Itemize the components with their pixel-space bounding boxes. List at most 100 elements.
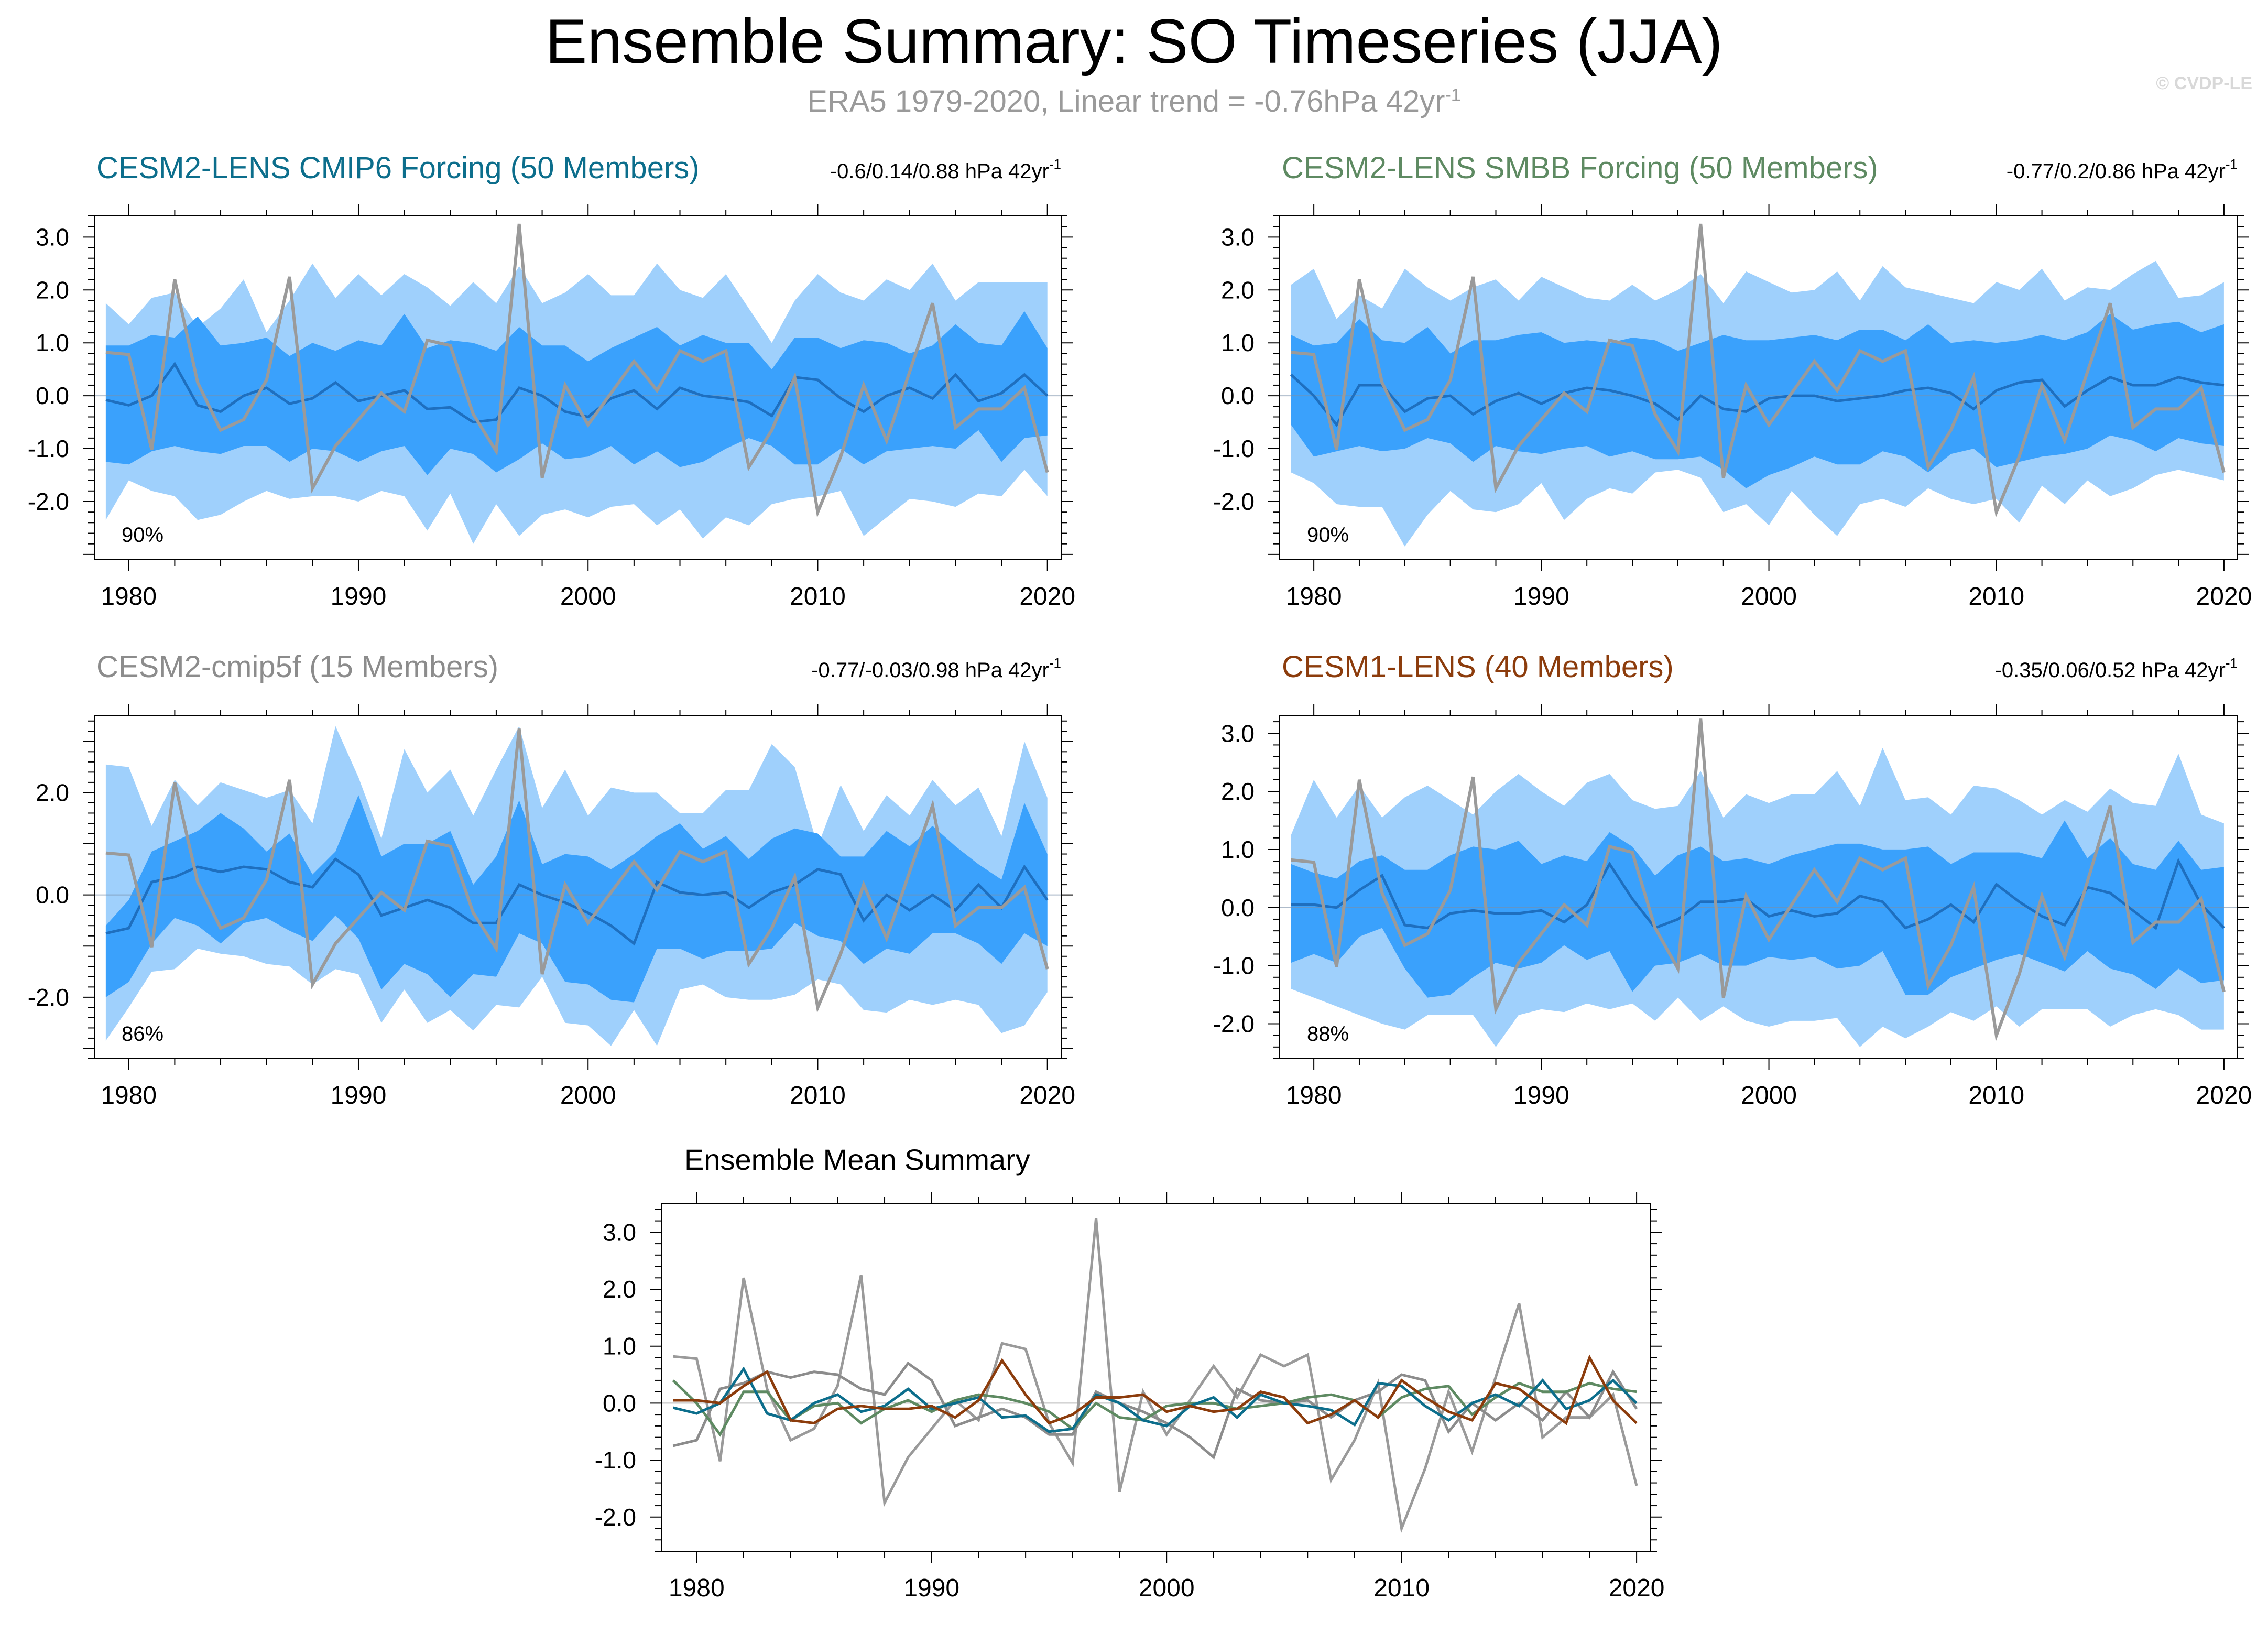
y-tick-label: 0.0 [36, 382, 69, 409]
ensemble-mean-line [1291, 857, 2225, 930]
series-line-cesm2-lens-cmip6 [672, 1366, 1638, 1433]
y-tick-label: 0.0 [36, 881, 69, 909]
era5-observed-line [105, 728, 1049, 1013]
chart-panel-2: CESM2-LENS SMBB Forcing (50 Members) -0.7… [1213, 151, 2252, 611]
ensemble-mean-line [105, 857, 1049, 946]
y-tick-label: 3.0 [36, 223, 69, 251]
x-tick-label: 2000 [1741, 1082, 1797, 1109]
x-tick-label: 2010 [790, 583, 846, 611]
y-tick-label: -1.0 [28, 435, 69, 462]
inner-percentile-band [105, 311, 1048, 475]
x-tick-label: 2000 [560, 1082, 616, 1109]
x-tick-label: 2020 [1019, 583, 1075, 611]
trend-text: -0.6/0.14/0.88 hPa 42yr [830, 160, 1049, 183]
cvdp-watermark: © CVDP-LE [2156, 73, 2252, 93]
panel-title: Ensemble Mean Summary [684, 1143, 1030, 1176]
inner-percentile-band [1291, 313, 2224, 488]
x-tick-label: 2010 [1968, 1082, 2024, 1109]
x-tick-label: 1980 [101, 583, 157, 611]
figure-title: Ensemble Summary: SO Timeseries (JJA) [545, 6, 1723, 77]
trend-exponent: -1 [2226, 156, 2238, 172]
y-tick-label: -2.0 [1213, 488, 1255, 515]
percent-label: 90% [1307, 524, 1349, 547]
era5-observed-line [1291, 223, 2226, 518]
trend-label: -0.35/0.06/0.52 hPa 42yr-1 [1995, 655, 2238, 682]
plot-area [661, 1217, 1651, 1533]
y-tick-label: 0.0 [1221, 894, 1255, 921]
y-tick-label: -2.0 [28, 984, 69, 1011]
y-tick-label: 2.0 [1221, 276, 1255, 303]
plot-area [94, 223, 1061, 544]
era5-observed-line [105, 223, 1049, 518]
y-tick-label: -2.0 [595, 1504, 636, 1531]
y-tick-label: 3.0 [603, 1218, 636, 1246]
y-tick-label: 2.0 [36, 276, 69, 303]
panel-title: CESM2-LENS CMIP6 Forcing (50 Members) [96, 151, 700, 185]
trend-text: -0.77/-0.03/0.98 hPa 42yr [811, 659, 1049, 682]
x-tick-label: 2020 [1019, 1082, 1075, 1109]
plot-frame [94, 215, 1062, 560]
panel-title: CESM2-LENS SMBB Forcing (50 Members) [1282, 151, 1878, 185]
subtitle-text: ERA5 1979-2020, Linear trend = -0.76hPa … [807, 84, 1445, 118]
x-tick-label: 1990 [1513, 583, 1569, 611]
trend-text: -0.77/0.2/0.86 hPa 42yr [2007, 160, 2226, 183]
era5-observed-line [1291, 718, 2226, 1042]
y-tick-label: -2.0 [28, 488, 69, 515]
y-tick-label: -1.0 [595, 1446, 636, 1474]
x-tick-label: 2000 [560, 583, 616, 611]
y-tick-label: -1.0 [1213, 952, 1255, 979]
x-tick-label: 2020 [2196, 583, 2252, 611]
trend-label: -0.6/0.14/0.88 hPa 42yr-1 [830, 156, 1061, 183]
trend-label: -0.77/0.2/0.86 hPa 42yr-1 [2007, 156, 2238, 183]
plot-area [94, 726, 1061, 1046]
panel-title: CESM1-LENS (40 Members) [1282, 650, 1674, 684]
plot-frame [1279, 715, 2238, 1059]
x-tick-label: 1980 [669, 1574, 725, 1602]
x-tick-label: 2010 [790, 1082, 846, 1109]
y-tick-label: 2.0 [36, 779, 69, 806]
x-tick-label: 2020 [1609, 1574, 1665, 1602]
y-tick-label: 0.0 [1221, 382, 1255, 409]
x-tick-label: 1980 [1286, 583, 1342, 611]
chart-panel-5: Ensemble Mean Summary 1980 1990 2000 2010 202… [595, 1143, 1665, 1602]
trend-exponent: -1 [1049, 655, 1061, 671]
x-tick-label: 2010 [1373, 1574, 1430, 1602]
y-tick-label: 1.0 [36, 329, 69, 356]
x-tick-label: 2010 [1968, 583, 2024, 611]
x-tick-label: 2000 [1139, 1574, 1195, 1602]
percent-label: 88% [1307, 1022, 1349, 1046]
series-line-cesm1-lens [673, 1354, 1638, 1425]
x-tick-label: 1980 [101, 1082, 157, 1109]
series-line-cesm2-cmip5f [672, 1361, 1638, 1460]
x-tick-label: 1990 [331, 1082, 387, 1109]
y-tick-label: 1.0 [603, 1333, 636, 1360]
y-tick-label: 3.0 [1221, 223, 1255, 251]
plot-area [1280, 718, 2238, 1047]
x-tick-label: 1990 [1513, 1082, 1569, 1109]
trend-label: -0.77/-0.03/0.98 hPa 42yr-1 [811, 655, 1061, 682]
trend-exponent: -1 [2226, 655, 2238, 671]
plot-area [1280, 223, 2238, 547]
y-tick-label: 3.0 [1221, 720, 1255, 747]
percent-label: 90% [122, 524, 163, 547]
plot-frame [94, 715, 1062, 1059]
y-tick-label: 1.0 [1221, 836, 1255, 863]
chart-panel-3: CESM2-cmip5f (15 Members) -0.77/-0.03/0.9… [28, 650, 1075, 1109]
y-tick-label: -1.0 [1213, 435, 1255, 462]
chart-panel-4: CESM1-LENS (40 Members) -0.35/0.06/0.52 h… [1213, 650, 2252, 1109]
x-tick-label: 2020 [2196, 1082, 2252, 1109]
figure-subtitle: ERA5 1979-2020, Linear trend = -0.76hPa … [0, 84, 2268, 119]
inner-percentile-band [105, 795, 1048, 1003]
percent-label: 86% [122, 1022, 163, 1046]
panel-title: CESM2-cmip5f (15 Members) [96, 650, 498, 684]
y-tick-label: 0.0 [603, 1389, 636, 1417]
plot-frame [661, 1203, 1651, 1552]
chart-panel-1: CESM2-LENS CMIP6 Forcing (50 Members) -0.… [28, 151, 1075, 611]
y-tick-label: 2.0 [1221, 778, 1255, 805]
y-tick-label: -2.0 [1213, 1010, 1255, 1037]
subtitle-exponent: -1 [1445, 85, 1461, 105]
trend-exponent: -1 [1049, 156, 1061, 172]
x-tick-label: 2000 [1741, 583, 1797, 611]
x-tick-label: 1980 [1286, 1082, 1342, 1109]
